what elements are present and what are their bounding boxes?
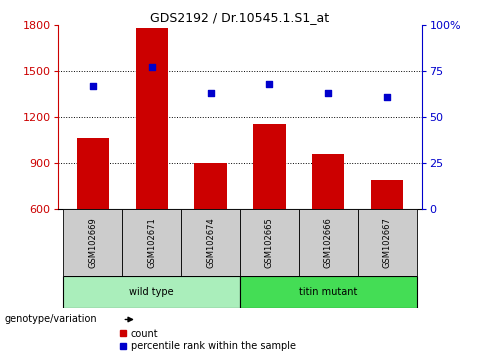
- Text: genotype/variation: genotype/variation: [5, 314, 97, 325]
- Text: GSM102665: GSM102665: [265, 217, 274, 268]
- Bar: [63, 276, 240, 308]
- Text: GSM102667: GSM102667: [383, 217, 392, 268]
- Text: GSM102666: GSM102666: [324, 217, 333, 268]
- Point: [324, 90, 332, 96]
- Bar: [194, 163, 227, 301]
- Bar: [63, 209, 122, 276]
- Bar: [371, 180, 403, 301]
- Bar: [240, 276, 417, 308]
- Text: wild type: wild type: [130, 287, 174, 297]
- Bar: [181, 209, 240, 276]
- Point: [383, 94, 391, 99]
- Text: GSM102671: GSM102671: [147, 217, 156, 268]
- Bar: [299, 209, 358, 276]
- Point: [265, 81, 273, 86]
- Bar: [312, 154, 345, 301]
- Text: GSM102669: GSM102669: [88, 217, 97, 268]
- Bar: [240, 209, 299, 276]
- Bar: [77, 138, 109, 301]
- Bar: [253, 124, 286, 301]
- Text: GSM102674: GSM102674: [206, 217, 215, 268]
- Bar: [358, 209, 417, 276]
- Title: GDS2192 / Dr.10545.1.S1_at: GDS2192 / Dr.10545.1.S1_at: [150, 11, 330, 24]
- Point: [207, 90, 215, 96]
- Point: [89, 83, 97, 88]
- Point: [148, 64, 156, 70]
- Bar: [122, 209, 181, 276]
- Legend: count, percentile rank within the sample: count, percentile rank within the sample: [120, 329, 296, 352]
- Bar: [135, 28, 168, 301]
- Text: titin mutant: titin mutant: [299, 287, 358, 297]
